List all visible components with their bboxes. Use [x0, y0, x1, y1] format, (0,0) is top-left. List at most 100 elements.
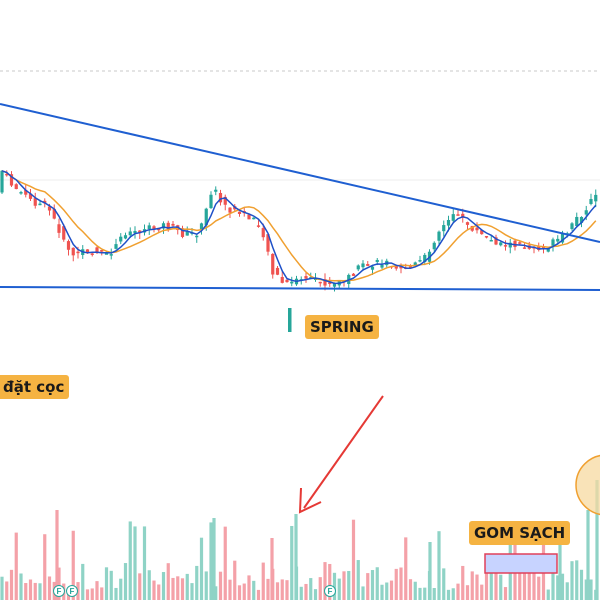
volume-bar [342, 571, 346, 600]
volume-bar [266, 578, 270, 600]
candle-body [138, 230, 142, 234]
event-flag-icon[interactable]: F [53, 585, 65, 597]
volume-bar [494, 572, 498, 600]
event-flag-icon[interactable]: F [66, 585, 78, 597]
volume-bar [518, 570, 522, 600]
volume-bar [413, 581, 417, 600]
candle-body [594, 194, 598, 202]
candle-body [218, 192, 223, 203]
volume-bar [138, 573, 142, 600]
volume-bar [171, 577, 175, 600]
gom-sach-box [484, 553, 558, 574]
candle-body [503, 245, 508, 247]
candle-body [275, 267, 280, 275]
candle-body [489, 239, 493, 242]
volume-bar [24, 583, 28, 600]
candle-body [351, 273, 356, 276]
volume-bar [503, 587, 508, 600]
volume-bar [133, 526, 137, 600]
volume-bar [90, 588, 94, 600]
volume-bar [233, 560, 237, 600]
volume-bar [399, 567, 403, 600]
candle-body [100, 250, 104, 252]
volume-bar [551, 567, 555, 600]
candle-body [66, 241, 71, 250]
candle-body [465, 222, 470, 225]
resistance-trendline [0, 103, 600, 243]
spring-label: SPRING [305, 315, 379, 339]
candle-body [28, 193, 33, 199]
volume-bar [47, 576, 52, 600]
volume-bar [152, 580, 156, 600]
volume-bar [432, 588, 436, 600]
candle-body [451, 214, 455, 221]
candle-body [508, 242, 512, 248]
candle-body [247, 214, 251, 220]
candle-body [518, 242, 522, 244]
candle-body [413, 262, 417, 265]
volume-bar [558, 530, 562, 600]
volume-bar [570, 561, 574, 600]
spring-candle [288, 308, 292, 332]
volume-bar [304, 583, 308, 600]
volume-bar [71, 530, 75, 600]
volume-bar [537, 576, 541, 600]
candle-body [128, 231, 132, 236]
volume-bar [351, 519, 356, 600]
volume-bar [332, 572, 337, 600]
volume-bar [375, 567, 379, 600]
candle-body [494, 237, 498, 245]
candle-body [442, 225, 446, 232]
volume-bar [366, 573, 370, 600]
volume-bar [214, 586, 218, 600]
volume-bar [470, 571, 474, 600]
candle-body [95, 247, 99, 253]
candle-body [185, 231, 189, 236]
volume-bar [128, 521, 132, 600]
volume-bar [456, 583, 460, 600]
volume-bar [119, 578, 123, 600]
volume-bar [185, 573, 189, 600]
candle-body [133, 230, 137, 234]
candle-body [52, 208, 56, 219]
candle-body [361, 263, 365, 268]
spring-arrow [298, 395, 384, 514]
volume-bar [465, 585, 470, 600]
candle-body [62, 226, 66, 240]
candle-body [199, 223, 204, 231]
candle-body [380, 264, 384, 268]
volume-bar [584, 579, 588, 600]
candle-body [461, 213, 465, 218]
candle-body [166, 222, 170, 230]
volume-bar [285, 580, 289, 600]
volume-bar [19, 573, 23, 600]
volume-bar [57, 567, 61, 600]
candle-body [560, 233, 565, 243]
volume-bar [556, 575, 560, 600]
volume-bar [209, 522, 213, 600]
candle-body [119, 236, 123, 242]
volume-bar [423, 587, 427, 600]
volume-bar [109, 570, 113, 600]
volume-bar [142, 526, 147, 600]
volume-bar [313, 589, 318, 600]
volume-bar [318, 577, 322, 600]
grid [0, 70, 600, 181]
arrow-head [298, 487, 322, 514]
volume-bar [394, 568, 398, 600]
volume-bar [28, 579, 33, 600]
candle-body [446, 219, 451, 226]
volume-bar [499, 574, 503, 600]
volume-bar [370, 570, 375, 600]
event-flag-icon[interactable]: F [324, 585, 336, 597]
candle-body [579, 216, 584, 223]
volume-bar [55, 510, 59, 600]
volume-bar [33, 582, 37, 600]
volume-bar [114, 587, 118, 600]
volume-bar [475, 574, 479, 600]
volume-bar [199, 537, 204, 600]
candle-body [33, 198, 37, 206]
volume-bar [176, 576, 180, 600]
volume-bar [5, 581, 9, 600]
candle-body [9, 174, 14, 186]
